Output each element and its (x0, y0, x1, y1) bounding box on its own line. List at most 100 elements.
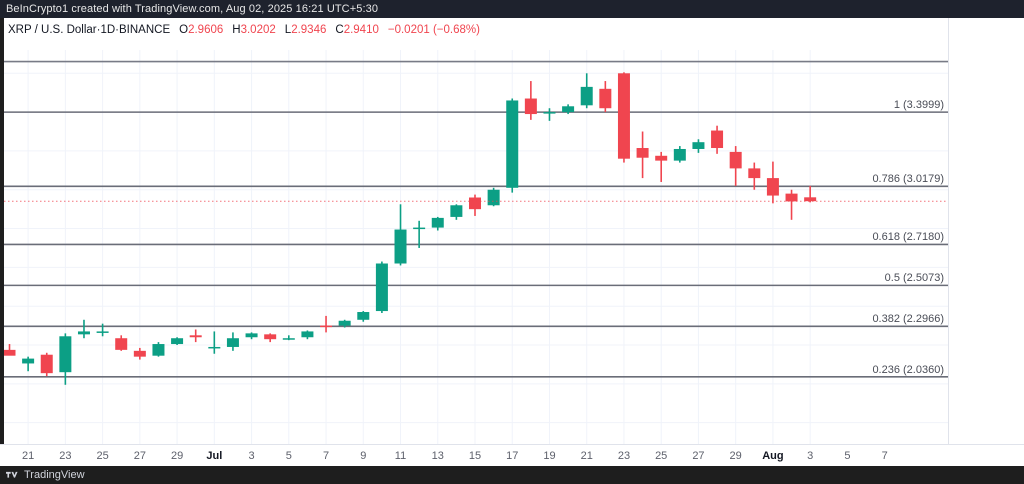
candlestick (4, 344, 16, 356)
brand-name: TradingView (24, 469, 85, 481)
fib-level-label[interactable]: 0.786 (3.0179) (872, 173, 944, 186)
time-axis-tick: 5 (285, 450, 292, 462)
candlestick (673, 146, 686, 163)
legend-separator-2: · (115, 24, 120, 36)
candlestick (413, 220, 426, 248)
legend-open-value: 2.9606 (188, 24, 224, 36)
legend-low: L2.9346 (285, 24, 327, 36)
candlestick (469, 194, 481, 216)
plot-area[interactable] (4, 50, 948, 444)
time-axis-tick: 25 (96, 450, 109, 462)
time-axis-tick: 9 (360, 450, 367, 462)
candlestick (599, 81, 612, 113)
candlestick (711, 125, 724, 154)
time-axis-tick: 19 (543, 450, 556, 462)
time-axis-tick: 5 (844, 450, 851, 462)
candlestick (450, 204, 463, 220)
candlestick (580, 73, 593, 109)
time-axis-tick: 29 (729, 450, 742, 462)
time-axis-tick: 11 (394, 450, 407, 462)
candlestick (506, 98, 519, 193)
candlestick (543, 108, 556, 121)
candlestick (748, 162, 761, 190)
time-axis-tick: 13 (431, 450, 444, 462)
time-axis-tick: Jul (206, 450, 223, 462)
legend-open-key: O (179, 24, 189, 36)
candlestick (264, 333, 277, 343)
candlestick (245, 332, 258, 340)
time-axis-tick: 23 (59, 450, 72, 462)
legend-open: O2.9606 (179, 24, 223, 36)
fib-level-label[interactable]: 0.5 (2.5073) (884, 272, 944, 285)
legend-exchange[interactable]: BINANCE (119, 24, 171, 36)
legend-close: C2.9410 (335, 24, 379, 36)
candlestick (766, 161, 779, 204)
candlestick (96, 323, 109, 337)
candlestick (282, 335, 295, 341)
legend-high-key: H (232, 24, 241, 36)
left-rail (0, 18, 4, 466)
candlestick (692, 139, 705, 153)
candlestick (375, 261, 388, 313)
time-axis-tick: 29 (170, 450, 184, 462)
candlestick (617, 72, 630, 163)
time-axis-tick: Aug (762, 450, 784, 462)
attribution-bar: BeInCrypto1 created with TradingView.com… (0, 0, 1024, 18)
candlestick (804, 185, 817, 203)
candlestick (22, 356, 35, 372)
fib-level-label[interactable]: 1 (3.3999) (893, 99, 944, 112)
candlestick (115, 335, 128, 351)
candlestick (226, 332, 239, 351)
legend-separator-1: · (96, 24, 101, 36)
fib-level-label[interactable]: 0.236 (2.0360) (872, 363, 944, 376)
plot-svg (4, 50, 948, 444)
fib-level-label[interactable]: 0.618 (2.7180) (872, 231, 944, 244)
legend-symbol[interactable]: XRP / U.S. Dollar (8, 24, 97, 36)
time-axis-tick: 21 (21, 450, 35, 462)
candlestick (338, 319, 351, 328)
attribution-text: BeInCrypto1 created with TradingView.com… (6, 3, 379, 15)
legend-change: −0.0201 (−0.68%) (387, 24, 480, 36)
candlestick (208, 331, 221, 354)
time-axis-tick: 21 (580, 450, 593, 462)
legend-interval[interactable]: 1D (100, 24, 116, 36)
time-axis-tick: 7 (322, 450, 330, 462)
legend-high: H3.0202 (232, 24, 276, 36)
candlestick (133, 347, 146, 360)
candlestick (357, 311, 370, 322)
time-axis-tick: 23 (617, 450, 631, 462)
tradingview-logo-icon (6, 471, 18, 478)
price-axis[interactable]: USD 3.60003.40003.20003.00002.80002.6000… (948, 18, 1024, 466)
candlestick (394, 204, 407, 266)
time-axis-tick: 3 (807, 450, 814, 462)
fib-level-label[interactable]: 0.382 (2.2966) (872, 313, 944, 326)
candlestick (171, 337, 184, 346)
time-axis-tick: 7 (881, 450, 888, 462)
candlestick (152, 342, 165, 357)
legend-low-key: L (284, 24, 292, 36)
candlestick (59, 333, 72, 385)
time-axis-tick: 17 (506, 450, 519, 462)
candlestick (655, 151, 668, 182)
legend-low-value: 2.9346 (291, 24, 327, 36)
candlestick (487, 187, 500, 207)
candlestick (524, 81, 537, 120)
candlestick (77, 319, 90, 339)
brand-bar: TradingView (0, 466, 1024, 484)
time-axis[interactable]: 21 23 25 27 29 Jul 3 5 7 9 11 13 15 17 19 21 23 25 27 29 Aug… (0, 444, 1024, 467)
chart-legend: XRP / U.S. Dollar · 1D · BINANCE O2.9606… (8, 24, 480, 36)
candlestick (636, 131, 649, 179)
candlestick (562, 104, 575, 115)
time-axis-tick: 27 (692, 450, 705, 462)
candlestick (301, 330, 314, 340)
candlestick (40, 352, 53, 377)
candlestick (729, 146, 742, 186)
legend-close-key: C (335, 24, 344, 36)
legend-high-value: 3.0202 (240, 24, 276, 36)
time-axis-tick: 25 (655, 450, 668, 462)
time-axis-tick: 27 (133, 450, 146, 462)
candlestick (431, 216, 444, 231)
time-axis-tick: 15 (468, 450, 482, 462)
legend-close-value: 2.9410 (343, 24, 379, 36)
